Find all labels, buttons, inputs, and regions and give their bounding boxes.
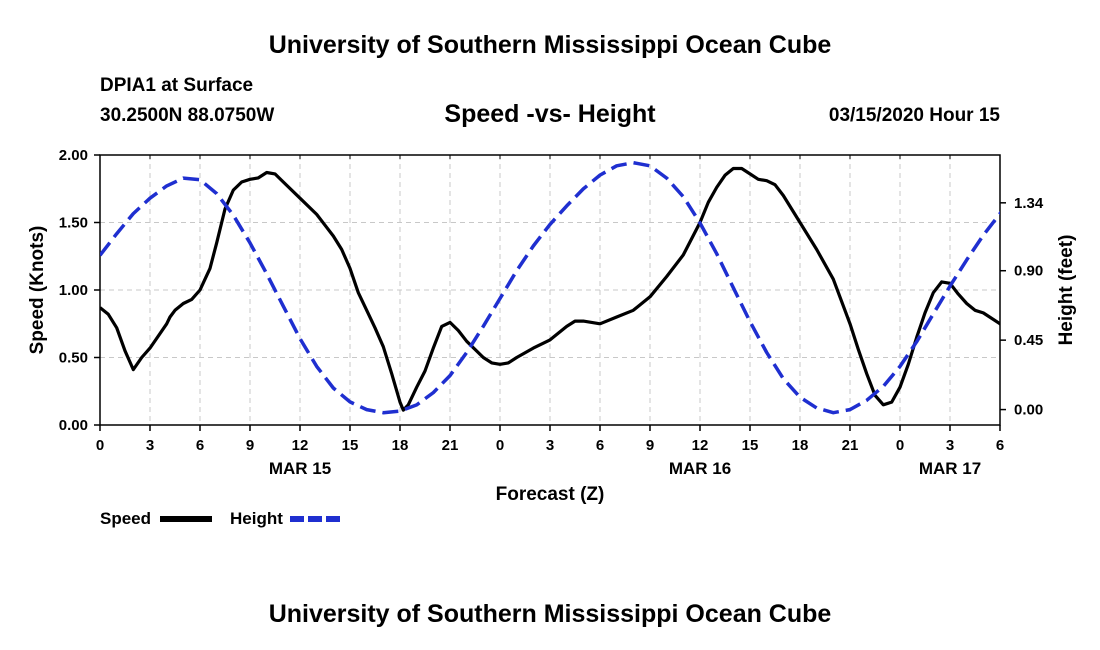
x-axis-title: Forecast (Z) bbox=[496, 484, 605, 505]
x-tick-label: 15 bbox=[342, 437, 359, 454]
y2-tick-label: 0.45 bbox=[1014, 332, 1043, 349]
y2-tick-label: 1.34 bbox=[1014, 195, 1044, 212]
x-date-label: MAR 15 bbox=[269, 459, 331, 478]
y-tick-label: 2.00 bbox=[59, 147, 88, 164]
legend-height-label: Height bbox=[230, 509, 283, 528]
top-title: University of Southern Mississippi Ocean… bbox=[268, 31, 832, 59]
legend-speed-label: Speed bbox=[100, 509, 152, 528]
x-tick-label: 6 bbox=[196, 437, 204, 454]
x-tick-label: 18 bbox=[792, 437, 809, 454]
legend-height-line bbox=[290, 516, 342, 522]
x-tick-label: 3 bbox=[946, 437, 954, 454]
station-name: DPIA1 at Surface bbox=[100, 75, 254, 96]
x-tick-label: 9 bbox=[246, 437, 254, 454]
y2-tick-label: 0.00 bbox=[1014, 402, 1043, 419]
forecast-datetime: 03/15/2020 Hour 15 bbox=[828, 105, 1000, 126]
x-tick-label: 9 bbox=[646, 437, 654, 454]
bottom-title: University of Southern Mississippi Ocean… bbox=[268, 600, 832, 628]
y-tick-label: 1.50 bbox=[59, 215, 88, 232]
station-coords: 30.2500N 88.0750W bbox=[100, 105, 275, 126]
y-tick-label: 1.00 bbox=[59, 282, 88, 299]
y-axis-title: Speed (Knots) bbox=[27, 226, 48, 355]
x-tick-label: 12 bbox=[692, 437, 709, 454]
x-tick-label: 12 bbox=[292, 437, 309, 454]
x-tick-label: 15 bbox=[742, 437, 759, 454]
legend-speed-line bbox=[160, 516, 212, 522]
x-date-label: MAR 16 bbox=[669, 459, 731, 478]
x-date-label: MAR 17 bbox=[919, 459, 981, 478]
x-tick-label: 6 bbox=[596, 437, 604, 454]
series-line-speed bbox=[100, 166, 1000, 412]
x-tick-label: 18 bbox=[392, 437, 409, 454]
x-tick-label: 6 bbox=[996, 437, 1004, 454]
y-tick-label: 0.50 bbox=[59, 350, 88, 367]
x-tick-label: 0 bbox=[896, 437, 904, 454]
y2-tick-label: 0.90 bbox=[1014, 263, 1043, 280]
y-tick-label: 0.00 bbox=[59, 417, 88, 434]
x-tick-label: 0 bbox=[96, 437, 104, 454]
x-tick-label: 21 bbox=[842, 437, 859, 454]
x-tick-label: 21 bbox=[442, 437, 459, 454]
x-tick-label: 3 bbox=[146, 437, 154, 454]
y2-axis-title: Height (feet) bbox=[1056, 235, 1077, 346]
series-line-height bbox=[100, 160, 1000, 415]
x-tick-label: 0 bbox=[496, 437, 504, 454]
chart-subtitle: Speed -vs- Height bbox=[444, 100, 656, 128]
x-tick-label: 3 bbox=[546, 437, 554, 454]
